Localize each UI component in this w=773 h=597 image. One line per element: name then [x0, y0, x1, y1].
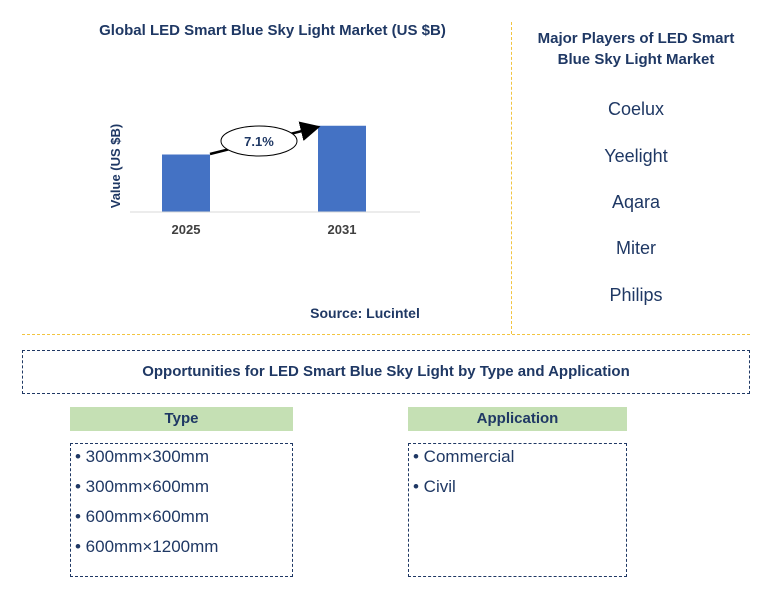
vertical-divider [511, 22, 512, 334]
player-item: Aqara [611, 192, 661, 212]
source-note: Source: Lucintel [310, 305, 420, 321]
bar-chart: Value (US $B) 2025 2031 7.1% [108, 121, 420, 237]
application-header: Application [408, 407, 627, 431]
player-item: Miter [616, 238, 656, 258]
chart-title: Global LED Smart Blue Sky Light Market (… [99, 22, 446, 39]
player-item: Philips [609, 285, 663, 305]
players-title: Major Players of LED Smart Blue Sky Ligh… [537, 30, 735, 68]
growth-bubble [220, 125, 298, 157]
type-item: • 600mm×600mm [75, 507, 209, 526]
bar-2031 [318, 125, 366, 212]
horizontal-divider [22, 334, 750, 335]
type-item: • 300mm×600mm [75, 477, 209, 496]
type-item: • 300mm×300mm [75, 447, 209, 466]
player-item: Yeelight [604, 146, 668, 166]
type-item: • 600mm×1200mm [75, 537, 219, 556]
type-header: Type [70, 407, 293, 431]
type-list: • 300mm×300mm • 300mm×600mm • 600mm×600m… [70, 443, 293, 577]
player-item: Coelux [607, 99, 665, 119]
opportunities-banner: Opportunities for LED Smart Blue Sky Lig… [22, 350, 750, 394]
x-tick-label-2031: 2031 [328, 222, 357, 237]
growth-rate-label: 7.1% [244, 134, 274, 149]
application-item: • Civil [413, 477, 456, 496]
opportunities-title: Opportunities for LED Smart Blue Sky Lig… [142, 363, 630, 380]
x-tick-label-2025: 2025 [172, 222, 201, 237]
bar-2025 [162, 154, 210, 212]
application-list: • Commercial • Civil [408, 443, 627, 577]
y-axis-label: Value (US $B) [108, 124, 123, 209]
application-item: • Commercial [413, 447, 515, 466]
